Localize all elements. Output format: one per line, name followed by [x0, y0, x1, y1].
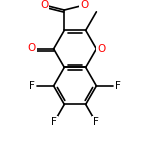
Text: F: F — [51, 117, 57, 127]
Text: O: O — [40, 0, 48, 10]
Text: O: O — [27, 43, 36, 53]
Text: F: F — [29, 81, 35, 91]
Text: F: F — [93, 117, 99, 127]
Text: O: O — [97, 44, 105, 54]
Text: O: O — [80, 0, 89, 10]
Text: F: F — [115, 81, 121, 91]
